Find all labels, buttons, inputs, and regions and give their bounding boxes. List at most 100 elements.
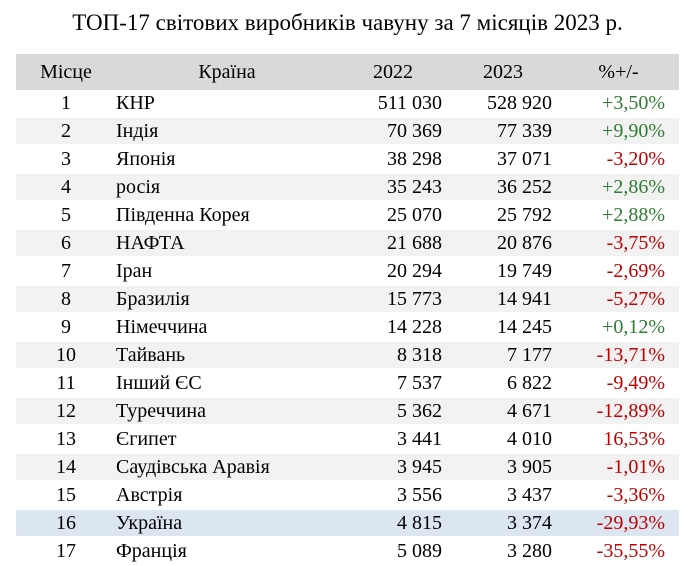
cell-change: 16,53% <box>603 428 665 450</box>
table-title: ТОП-17 світових виробників чавуну за 7 м… <box>72 10 623 35</box>
cell-2023: 7 177 <box>507 344 552 366</box>
table-row: 4 росія 35 243 36 252 +2,86% <box>16 173 679 201</box>
cell-2022: 8 318 <box>397 344 442 366</box>
cell-change: -29,93% <box>596 512 665 534</box>
cell-2022: 70 369 <box>387 120 442 142</box>
cell-2023: 3 437 <box>507 484 552 506</box>
cell-rank: 1 <box>61 92 71 114</box>
table-row: 9 Німеччина 14 228 14 245 +0,12% <box>16 313 679 341</box>
cell-2023: 528 920 <box>487 92 552 114</box>
cell-change: -2,69% <box>606 260 665 282</box>
cell-2022: 3 556 <box>397 484 442 506</box>
table-row: 14 Саудівська Аравія 3 945 3 905 -1,01% <box>16 453 679 481</box>
cell-2022: 3 441 <box>397 428 442 450</box>
cell-country: Бразилія <box>116 288 190 310</box>
cell-change: +2,86% <box>602 176 665 198</box>
table-row: 13 Єгипет 3 441 4 010 16,53% <box>16 425 679 453</box>
cell-2023: 19 749 <box>497 260 552 282</box>
cell-2022: 14 228 <box>387 316 442 338</box>
table-row: 5 Південна Корея 25 070 25 792 +2,88% <box>16 201 679 229</box>
table-row: 2 Індія 70 369 77 339 +9,90% <box>16 117 679 145</box>
cell-2023: 3 905 <box>507 456 552 478</box>
cell-change: -3,36% <box>606 484 665 506</box>
cell-change: -13,71% <box>596 344 665 366</box>
cell-rank: 8 <box>61 288 71 310</box>
cell-change: +2,88% <box>602 204 665 226</box>
cell-country: Австрія <box>116 484 183 506</box>
cell-country: Індія <box>116 120 159 142</box>
cell-change: +9,90% <box>602 120 665 142</box>
cell-rank: 16 <box>56 512 76 534</box>
table-header-row: Місце Країна 2022 2023 %+/- <box>16 54 679 90</box>
column-header-country: Країна <box>116 54 338 90</box>
cell-rank: 14 <box>56 456 76 478</box>
cell-change: -1,01% <box>606 456 665 478</box>
cell-2023: 36 252 <box>497 176 552 198</box>
cell-2023: 14 941 <box>497 288 552 310</box>
cell-2022: 5 362 <box>397 400 442 422</box>
cell-2023: 3 280 <box>507 540 552 562</box>
cell-rank: 15 <box>56 484 76 506</box>
cell-rank: 17 <box>56 540 76 562</box>
cell-change: +0,12% <box>602 316 665 338</box>
cell-2022: 15 773 <box>387 288 442 310</box>
cell-2023: 6 822 <box>507 372 552 394</box>
cell-country: НАФТА <box>116 232 185 254</box>
table-row: 16 Україна 4 815 3 374 -29,93% <box>16 509 679 537</box>
cell-change: -35,55% <box>596 540 665 562</box>
cell-rank: 3 <box>61 148 71 170</box>
cell-rank: 6 <box>61 232 71 254</box>
cell-change: -12,89% <box>596 400 665 422</box>
producers-table: Місце Країна 2022 2023 %+/- 1 КНР 511 030 5… <box>16 54 679 566</box>
table-row: 1 КНР 511 030 528 920 +3,50% <box>16 90 679 117</box>
cell-country: Україна <box>116 512 183 534</box>
cell-country: Єгипет <box>116 428 177 450</box>
cell-country: КНР <box>116 92 155 114</box>
table-row: 7 Іран 20 294 19 749 -2,69% <box>16 257 679 285</box>
cell-rank: 12 <box>56 400 76 422</box>
cell-change: -3,20% <box>606 148 665 170</box>
cell-2022: 20 294 <box>387 260 442 282</box>
cell-change: -3,75% <box>606 232 665 254</box>
cell-country: Німеччина <box>116 316 208 338</box>
table-row: 11 Інший ЄС 7 537 6 822 -9,49% <box>16 369 679 397</box>
cell-country: Японія <box>116 148 176 170</box>
cell-rank: 4 <box>61 176 71 198</box>
column-header-2023: 2023 <box>448 54 558 90</box>
cell-rank: 2 <box>61 120 71 142</box>
cell-country: Іран <box>116 260 153 282</box>
cell-change: -9,49% <box>606 372 665 394</box>
cell-country: Туреччина <box>116 400 206 422</box>
cell-2022: 511 030 <box>377 92 442 114</box>
cell-country: Саудівська Аравія <box>116 456 270 478</box>
cell-rank: 9 <box>61 316 71 338</box>
cell-country: Південна Корея <box>116 204 250 226</box>
table-row: 10 Тайвань 8 318 7 177 -13,71% <box>16 341 679 369</box>
cell-country: Інший ЄС <box>116 372 202 394</box>
cell-country: Франція <box>116 540 187 562</box>
table-row: 3 Японія 38 298 37 071 -3,20% <box>16 145 679 173</box>
column-header-change: %+/- <box>558 54 679 90</box>
cell-2022: 25 070 <box>387 204 442 226</box>
table-row: 8 Бразилія 15 773 14 941 -5,27% <box>16 285 679 313</box>
table-row: 12 Туреччина 5 362 4 671 -12,89% <box>16 397 679 425</box>
cell-2023: 4 010 <box>507 428 552 450</box>
cell-country: росія <box>116 176 161 198</box>
column-header-rank: Місце <box>16 54 116 90</box>
cell-rank: 13 <box>56 428 76 450</box>
cell-2023: 77 339 <box>497 120 552 142</box>
cell-2022: 3 945 <box>397 456 442 478</box>
cell-2022: 35 243 <box>387 176 442 198</box>
cell-2022: 21 688 <box>387 232 442 254</box>
column-header-2022: 2022 <box>338 54 448 90</box>
cell-2023: 37 071 <box>497 148 552 170</box>
cell-2022: 7 537 <box>397 372 442 394</box>
table-row: 17 Франція 5 089 3 280 -35,55% <box>16 537 679 565</box>
cell-2023: 25 792 <box>497 204 552 226</box>
cell-change: +3,50% <box>602 92 665 114</box>
table-row: 6 НАФТА 21 688 20 876 -3,75% <box>16 229 679 257</box>
cell-rank: 7 <box>61 260 71 282</box>
cell-2022: 5 089 <box>397 540 442 562</box>
cell-rank: 10 <box>56 344 76 366</box>
cell-2023: 4 671 <box>507 400 552 422</box>
